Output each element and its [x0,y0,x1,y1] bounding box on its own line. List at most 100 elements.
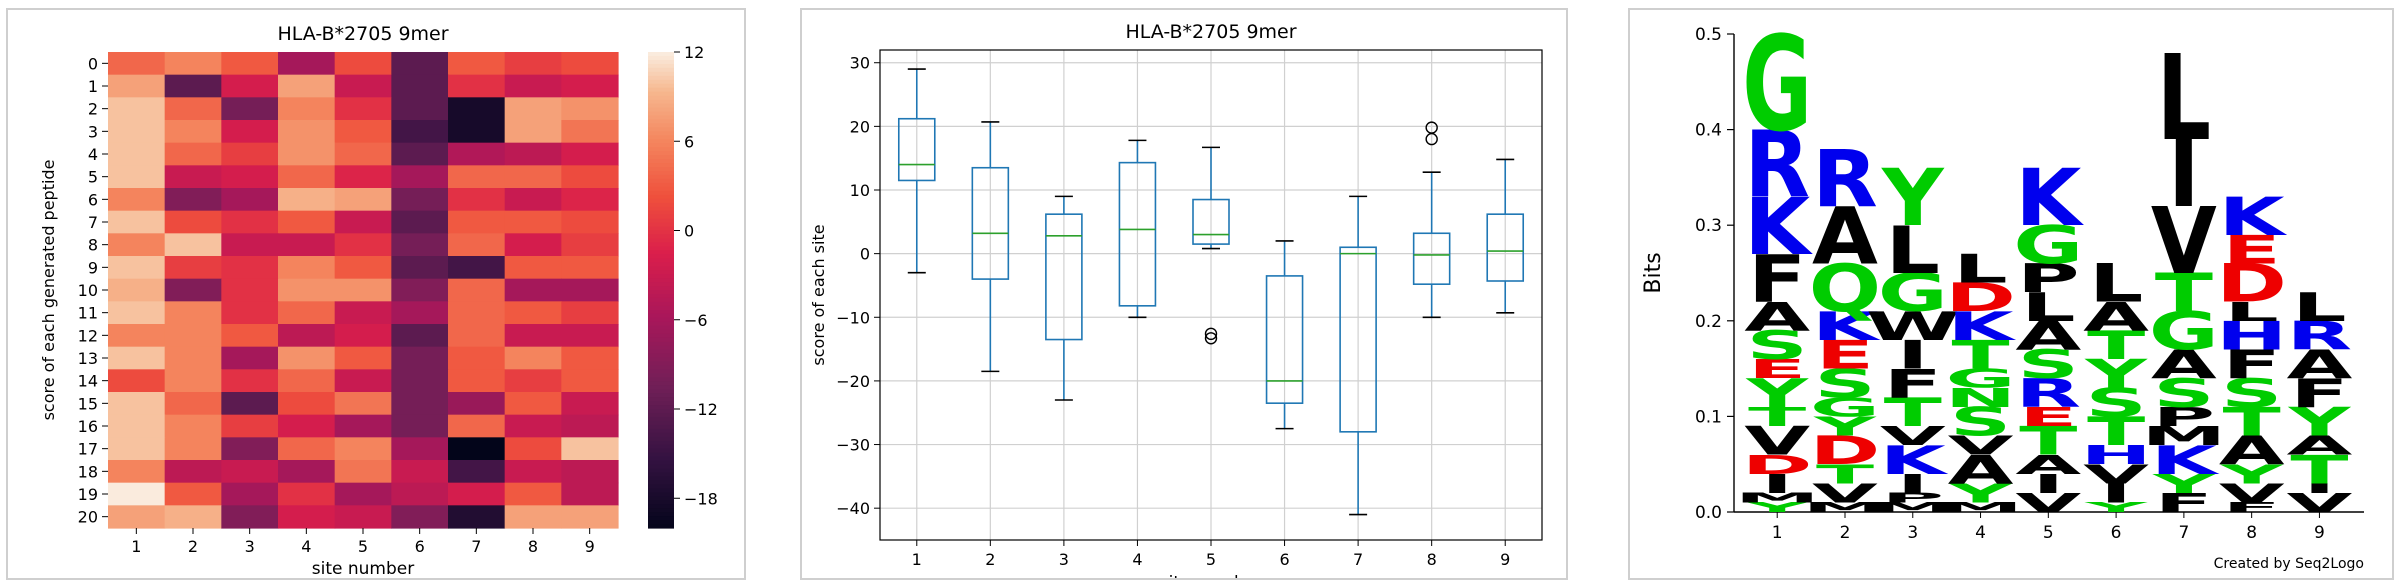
colorbar-segment [648,151,674,156]
logo-residue: G [1742,10,1812,162]
colorbar-segment [648,238,674,243]
colorbar-segment [648,476,674,481]
colorbar-segment [648,254,674,259]
box [1192,198,1230,245]
heatmap-cell [278,278,336,302]
colorbar-segment [648,59,674,65]
heatmap-cell [164,188,222,212]
logo-residue: F [1884,361,1942,407]
heatmap-cell [278,437,336,461]
heatmap-cell [108,120,166,144]
heatmap-cell [334,74,392,98]
y-tick-label: 0.3 [1695,216,1722,236]
heatmap-cell [561,256,619,280]
colorbar-segment [648,135,674,140]
colorbar-segment [648,115,674,121]
colorbar-segment [648,107,674,113]
heatmap-cell [278,165,336,189]
logo-residue: S [2221,370,2282,416]
heatmap-cell [448,120,506,144]
heatmap-cell [221,392,279,416]
heatmap-cell [391,460,449,484]
heatmap-cell [278,301,336,325]
logo-residue: I [2100,478,2132,508]
colorbar-segment [648,174,674,180]
seqlogo-panel: 0.0 0.1 0.2 0.3 0.4 0.5 Bits Y M I D V T Y E S A F K R G 1 M V T… [1628,8,2394,580]
heatmap-cell [164,369,222,393]
logo-residue: W [1866,303,1960,349]
colorbar-tick-label: −6 [684,311,708,330]
heatmap-cell [164,392,222,416]
colorbar-segment [648,218,674,224]
y-axis-label: Bits [1641,252,1666,293]
colorbar-segment [648,409,674,414]
heatmap-cell [221,188,279,212]
y-tick-label: 13 [78,349,98,368]
heatmap-cell [561,74,619,98]
heatmap-cell [334,324,392,348]
colorbar-segment [648,337,674,343]
heatmap-cell [391,278,449,302]
x-tick-label: 5 [1206,550,1216,569]
y-tick-label: 10 [78,281,98,300]
heatmap-cell [164,278,222,302]
heatmap-cell [221,482,279,506]
colorbar-segment [648,524,674,529]
heatmap-cell [448,142,506,166]
y-tick-label: 30 [850,54,870,73]
colorbar-segment [648,222,674,228]
logo-residue: H [2080,440,2151,470]
x-tick-label: 3 [1907,523,1918,543]
colorbar-segment [648,349,674,355]
heatmap-cell [164,165,222,189]
logo-residue: G [2013,215,2083,277]
heatmap-cell [448,460,506,484]
logo-residue: M [1735,490,1820,505]
heatmap-cell [561,97,619,121]
y-tick-label: 14 [78,372,98,391]
colorbar-segment [648,516,674,521]
heatmap-cell [221,120,279,144]
logo-residue: S [1814,361,1875,407]
y-tick-label: 20 [78,508,98,527]
heatmap-cell [221,52,279,76]
heatmap-cell [164,346,222,370]
logo-residue: Y [1813,411,1878,441]
colorbar-segment [648,206,674,212]
logo-residue: R [1812,134,1878,225]
heatmap-cell [108,74,166,98]
heatmap-cell [504,482,562,506]
x-tick-label: 7 [1353,550,1363,569]
logo-residue: T [2087,408,2145,454]
box [971,166,1010,280]
heatmap-cell [561,165,619,189]
heatmap-cell [164,74,222,98]
heatmap-cell [504,52,562,76]
heatmap-chart: HLA-B*2705 9mer0123456789101112131415161… [39,23,718,579]
heatmap-cell [108,346,166,370]
heatmap-cell [278,74,336,98]
colorbar-segment [648,95,674,101]
heatmap-cell [221,165,279,189]
logo-residue: G [1810,392,1880,422]
logo-residue: A [2015,313,2081,359]
y-tick-label: 1 [88,77,98,96]
heatmap-cell [334,97,392,121]
heatmap-cell [164,120,222,144]
heatmap-cell [391,346,449,370]
logo-residue: A [2151,341,2217,387]
y-tick-label: 0 [88,54,98,73]
logo-residue: F [2223,500,2281,515]
heatmap-cell [334,120,392,144]
x-axis-label: site number [312,559,414,578]
logo-residue: L [2021,284,2075,330]
colorbar-segment [648,71,674,77]
logo-residue: I [2304,481,2336,496]
heatmap-cell [561,346,619,370]
colorbar-segment [648,87,674,93]
heatmap-cell [448,74,506,98]
boxplot-chart: HLA-B*2705 9mer 30 20 10 0 −10 −20 −30 −40 1 2 3 4 5 6… [809,21,1543,588]
y-tick-label: 18 [78,462,98,481]
colorbar-segment [648,460,674,466]
logo-residue: L [2225,297,2279,327]
